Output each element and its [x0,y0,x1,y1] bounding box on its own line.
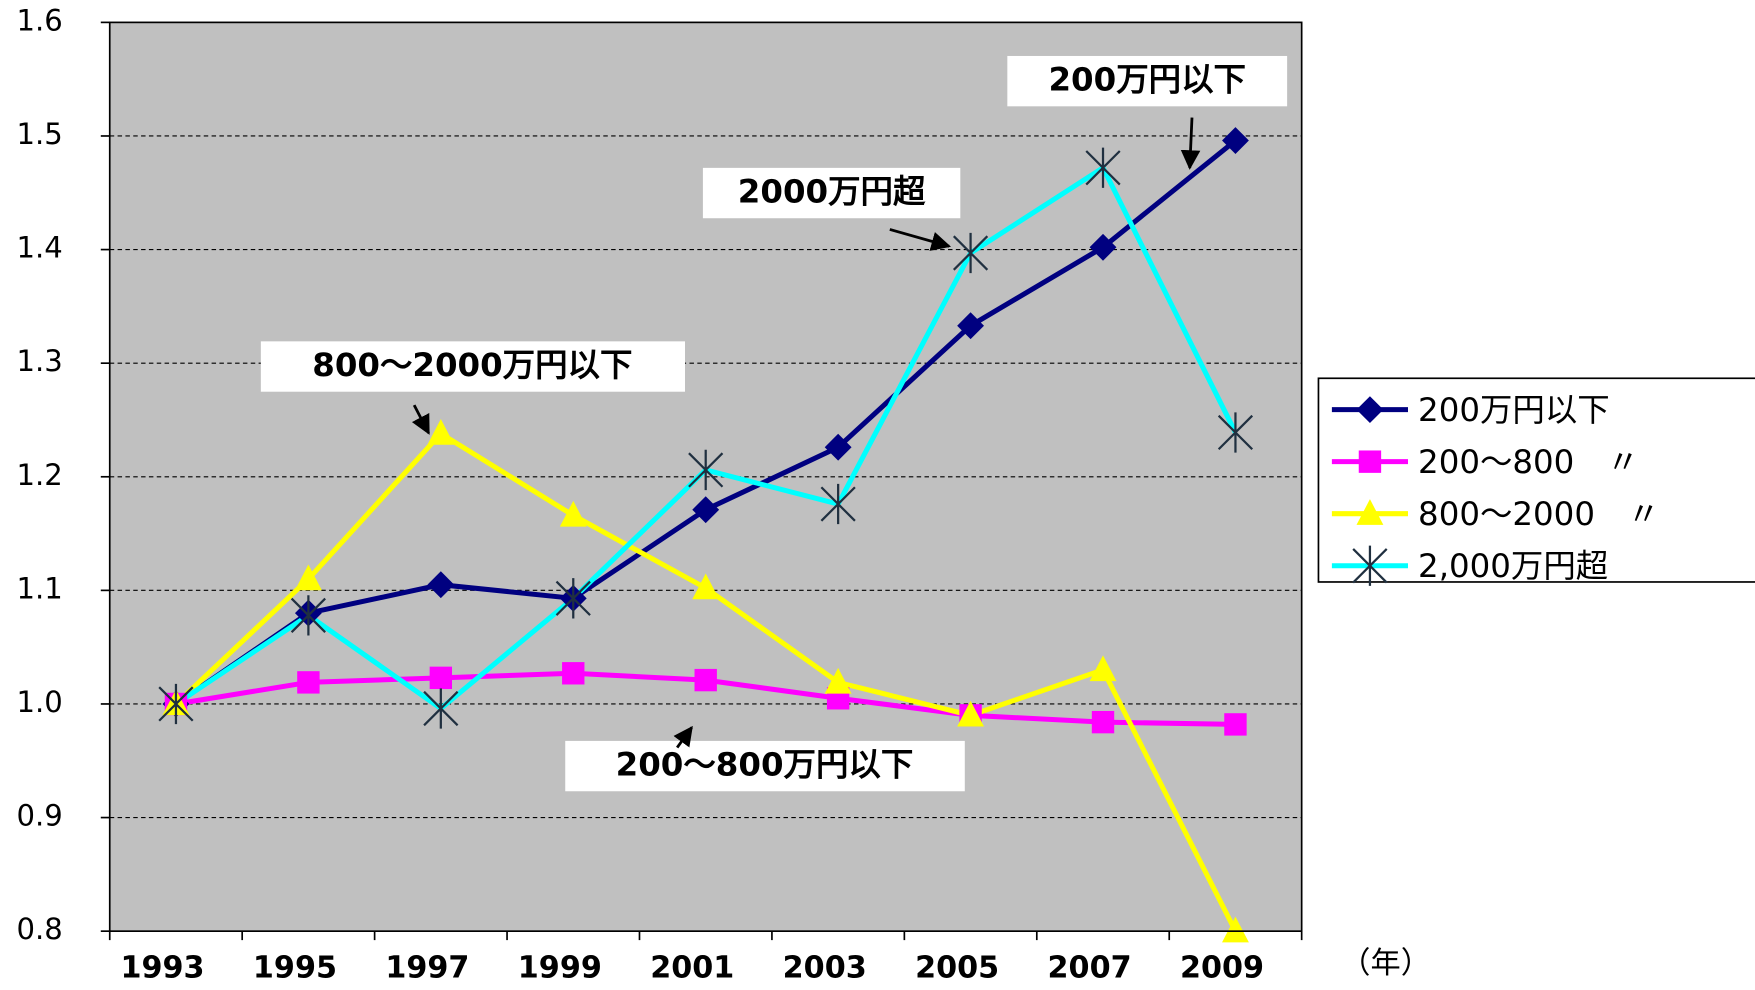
x-axis-unit: （年） [1340,946,1431,981]
annotation-box [1007,55,1288,107]
x-tick-label: 1993 [120,951,204,986]
annotations: 200万円以下 2000万円超 800～2000万円以下 200～800万円以下 [260,55,1288,792]
marker [1352,545,1388,586]
marker [1358,450,1382,473]
marker [423,688,459,729]
y-tick-label: 0.9 [16,799,62,833]
marker [820,483,856,525]
annotation: 200万円以下 [1048,61,1245,99]
marker [1085,147,1121,188]
annotation: 200～800万円以下 [616,746,914,784]
marker [562,662,585,685]
marker [297,671,320,694]
marker [957,700,985,727]
marker [952,232,989,274]
marker [692,573,720,600]
arrow [889,228,952,251]
annotation: 800～2000万円以下 [312,346,632,384]
y-tick-label: 1.2 [16,458,62,492]
x-tick-label: 2003 [783,951,867,986]
arrow [673,725,693,749]
x-tick-label: 2005 [915,951,999,986]
marker [694,668,717,692]
marker [429,666,453,690]
x-tick-label: 2009 [1180,951,1264,986]
annotation-box [565,740,965,792]
y-tick-label: 1.5 [16,117,62,151]
legend-label: 200万円以下 [1418,391,1610,429]
arrow [411,404,430,435]
x-tick-label: 2007 [1048,951,1132,986]
marker [427,419,455,445]
y-tick-label: 1.4 [16,231,62,265]
y-tick-label: 1.6 [16,3,62,37]
x-tick-label: 1997 [385,951,469,986]
x-tick-label: 1995 [253,951,337,986]
marker [158,683,194,725]
y-tick-label: 1.0 [16,685,62,719]
marker [824,667,852,694]
marker [688,449,724,491]
y-tick-label: 1.1 [16,571,62,605]
arrow [1180,117,1201,170]
marker [294,564,322,591]
x-tick-label: 1999 [518,951,602,986]
legend-box [1317,377,1755,583]
marker [1222,916,1249,943]
marker [290,595,326,636]
y-tick-label: 1.3 [16,344,62,378]
plot-border [108,21,1303,932]
legend-label: 200～800 〃 [1418,443,1639,481]
marker [1089,655,1117,682]
marker [555,578,591,619]
marker [1356,396,1384,424]
marker [1224,713,1247,736]
legend-label: 2,000万円超 [1418,547,1608,585]
marker [559,500,587,527]
marker [1217,412,1254,453]
annotation-box [260,341,686,392]
y-tick-label: 0.8 [16,912,62,946]
annotation: 2000万円超 [738,173,926,211]
legend-label: 800～2000 〃 [1418,495,1660,533]
annotation-box [702,167,961,219]
x-tick-label: 2001 [650,951,734,986]
marker [1091,710,1115,734]
marker [1356,499,1384,525]
